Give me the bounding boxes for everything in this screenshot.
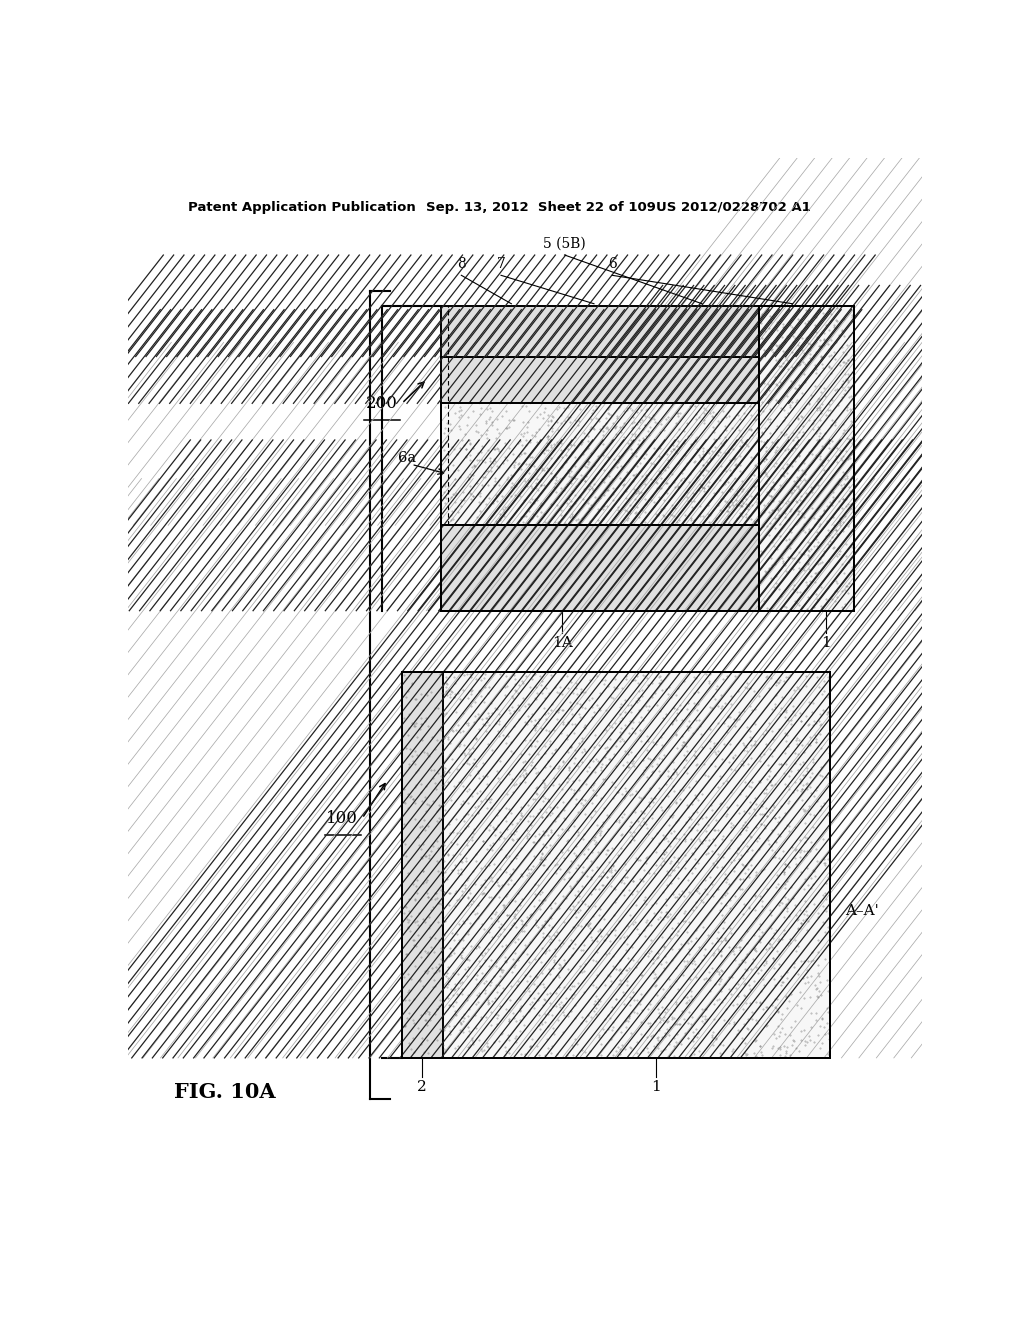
- Text: US 2012/0228702 A1: US 2012/0228702 A1: [655, 201, 810, 214]
- Text: 1: 1: [651, 1080, 660, 1094]
- Text: FIG. 10A: FIG. 10A: [174, 1081, 275, 1102]
- Bar: [401, 672, 830, 1057]
- Bar: [441, 404, 759, 525]
- Text: A–A': A–A': [845, 904, 879, 919]
- Bar: [441, 525, 759, 611]
- Text: 1A: 1A: [552, 636, 572, 651]
- Text: Sep. 13, 2012  Sheet 22 of 109: Sep. 13, 2012 Sheet 22 of 109: [426, 201, 655, 214]
- Bar: [759, 306, 854, 611]
- Text: 6: 6: [607, 257, 616, 271]
- Text: 7: 7: [497, 257, 506, 271]
- Bar: [441, 404, 759, 525]
- Bar: [401, 672, 830, 1057]
- Text: 8: 8: [457, 257, 466, 271]
- Text: 1: 1: [821, 636, 830, 651]
- Text: 2: 2: [417, 1080, 427, 1094]
- Text: 100: 100: [327, 810, 358, 826]
- Text: 200: 200: [366, 395, 397, 412]
- Bar: [401, 672, 442, 1057]
- Bar: [759, 306, 854, 611]
- Bar: [441, 306, 759, 356]
- Text: Patent Application Publication: Patent Application Publication: [187, 201, 416, 214]
- Bar: [441, 525, 759, 611]
- Bar: [441, 356, 759, 404]
- Text: 5 (5B): 5 (5B): [543, 236, 586, 251]
- Text: 6a: 6a: [397, 451, 416, 465]
